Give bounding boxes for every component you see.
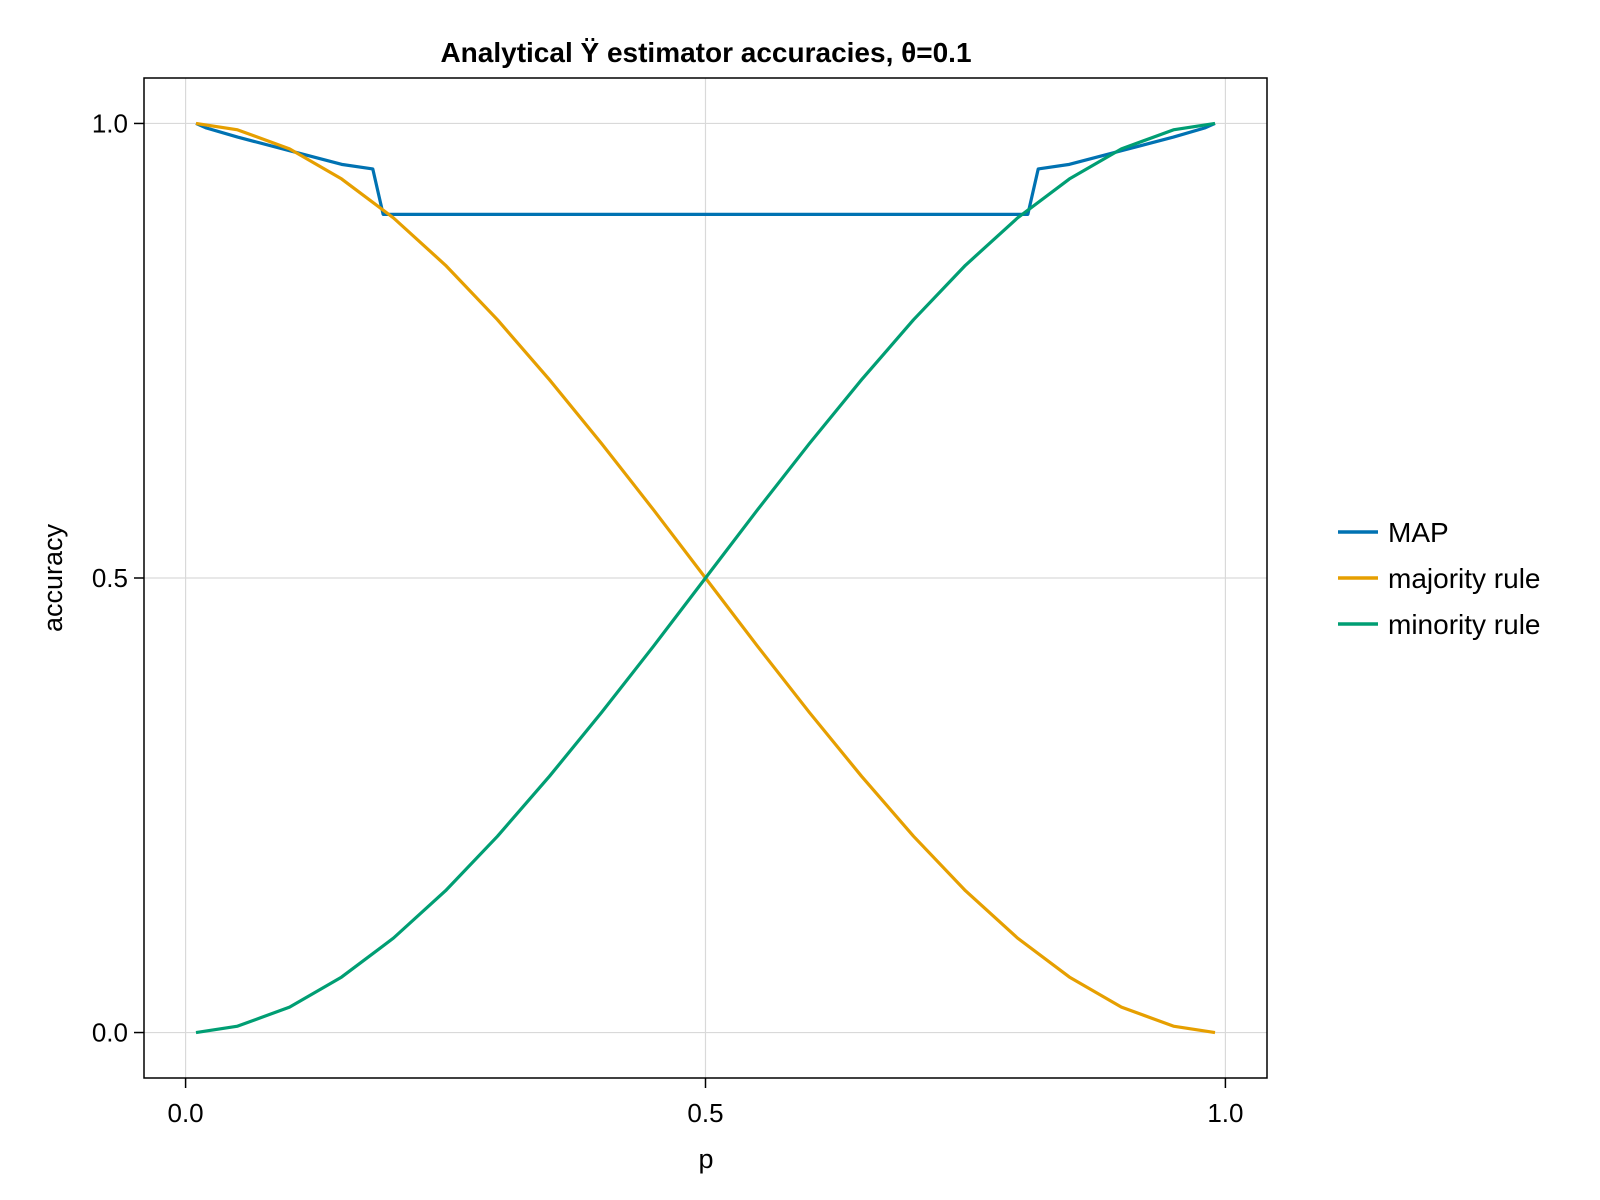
tick-layer: 0.0 0.5 1.0 0.0 0.5 1.0 [92,108,1244,1128]
legend-label-1: majority rule [1388,563,1540,594]
legend-label-0: MAP [1388,517,1449,548]
x-tick-label-0: 0.0 [168,1098,204,1128]
y-axis-label: accuracy [38,523,68,632]
legend-label-2: minority rule [1388,609,1540,640]
chart-title: Analytical Ÿ estimator accuracies, θ=0.1 [440,37,971,68]
x-axis-label: p [698,1144,713,1174]
x-tick-label-1: 0.5 [687,1098,723,1128]
series-layer [195,121,1216,1035]
y-tick-label-2: 1.0 [92,108,128,138]
y-tick-label-0: 0.0 [92,1018,128,1048]
y-tick-label-1: 0.5 [92,563,128,593]
series-line-minority-rule [195,121,1216,1035]
x-tick-label-2: 1.0 [1207,1098,1243,1128]
legend: MAP majority rule minority rule [1338,517,1540,640]
